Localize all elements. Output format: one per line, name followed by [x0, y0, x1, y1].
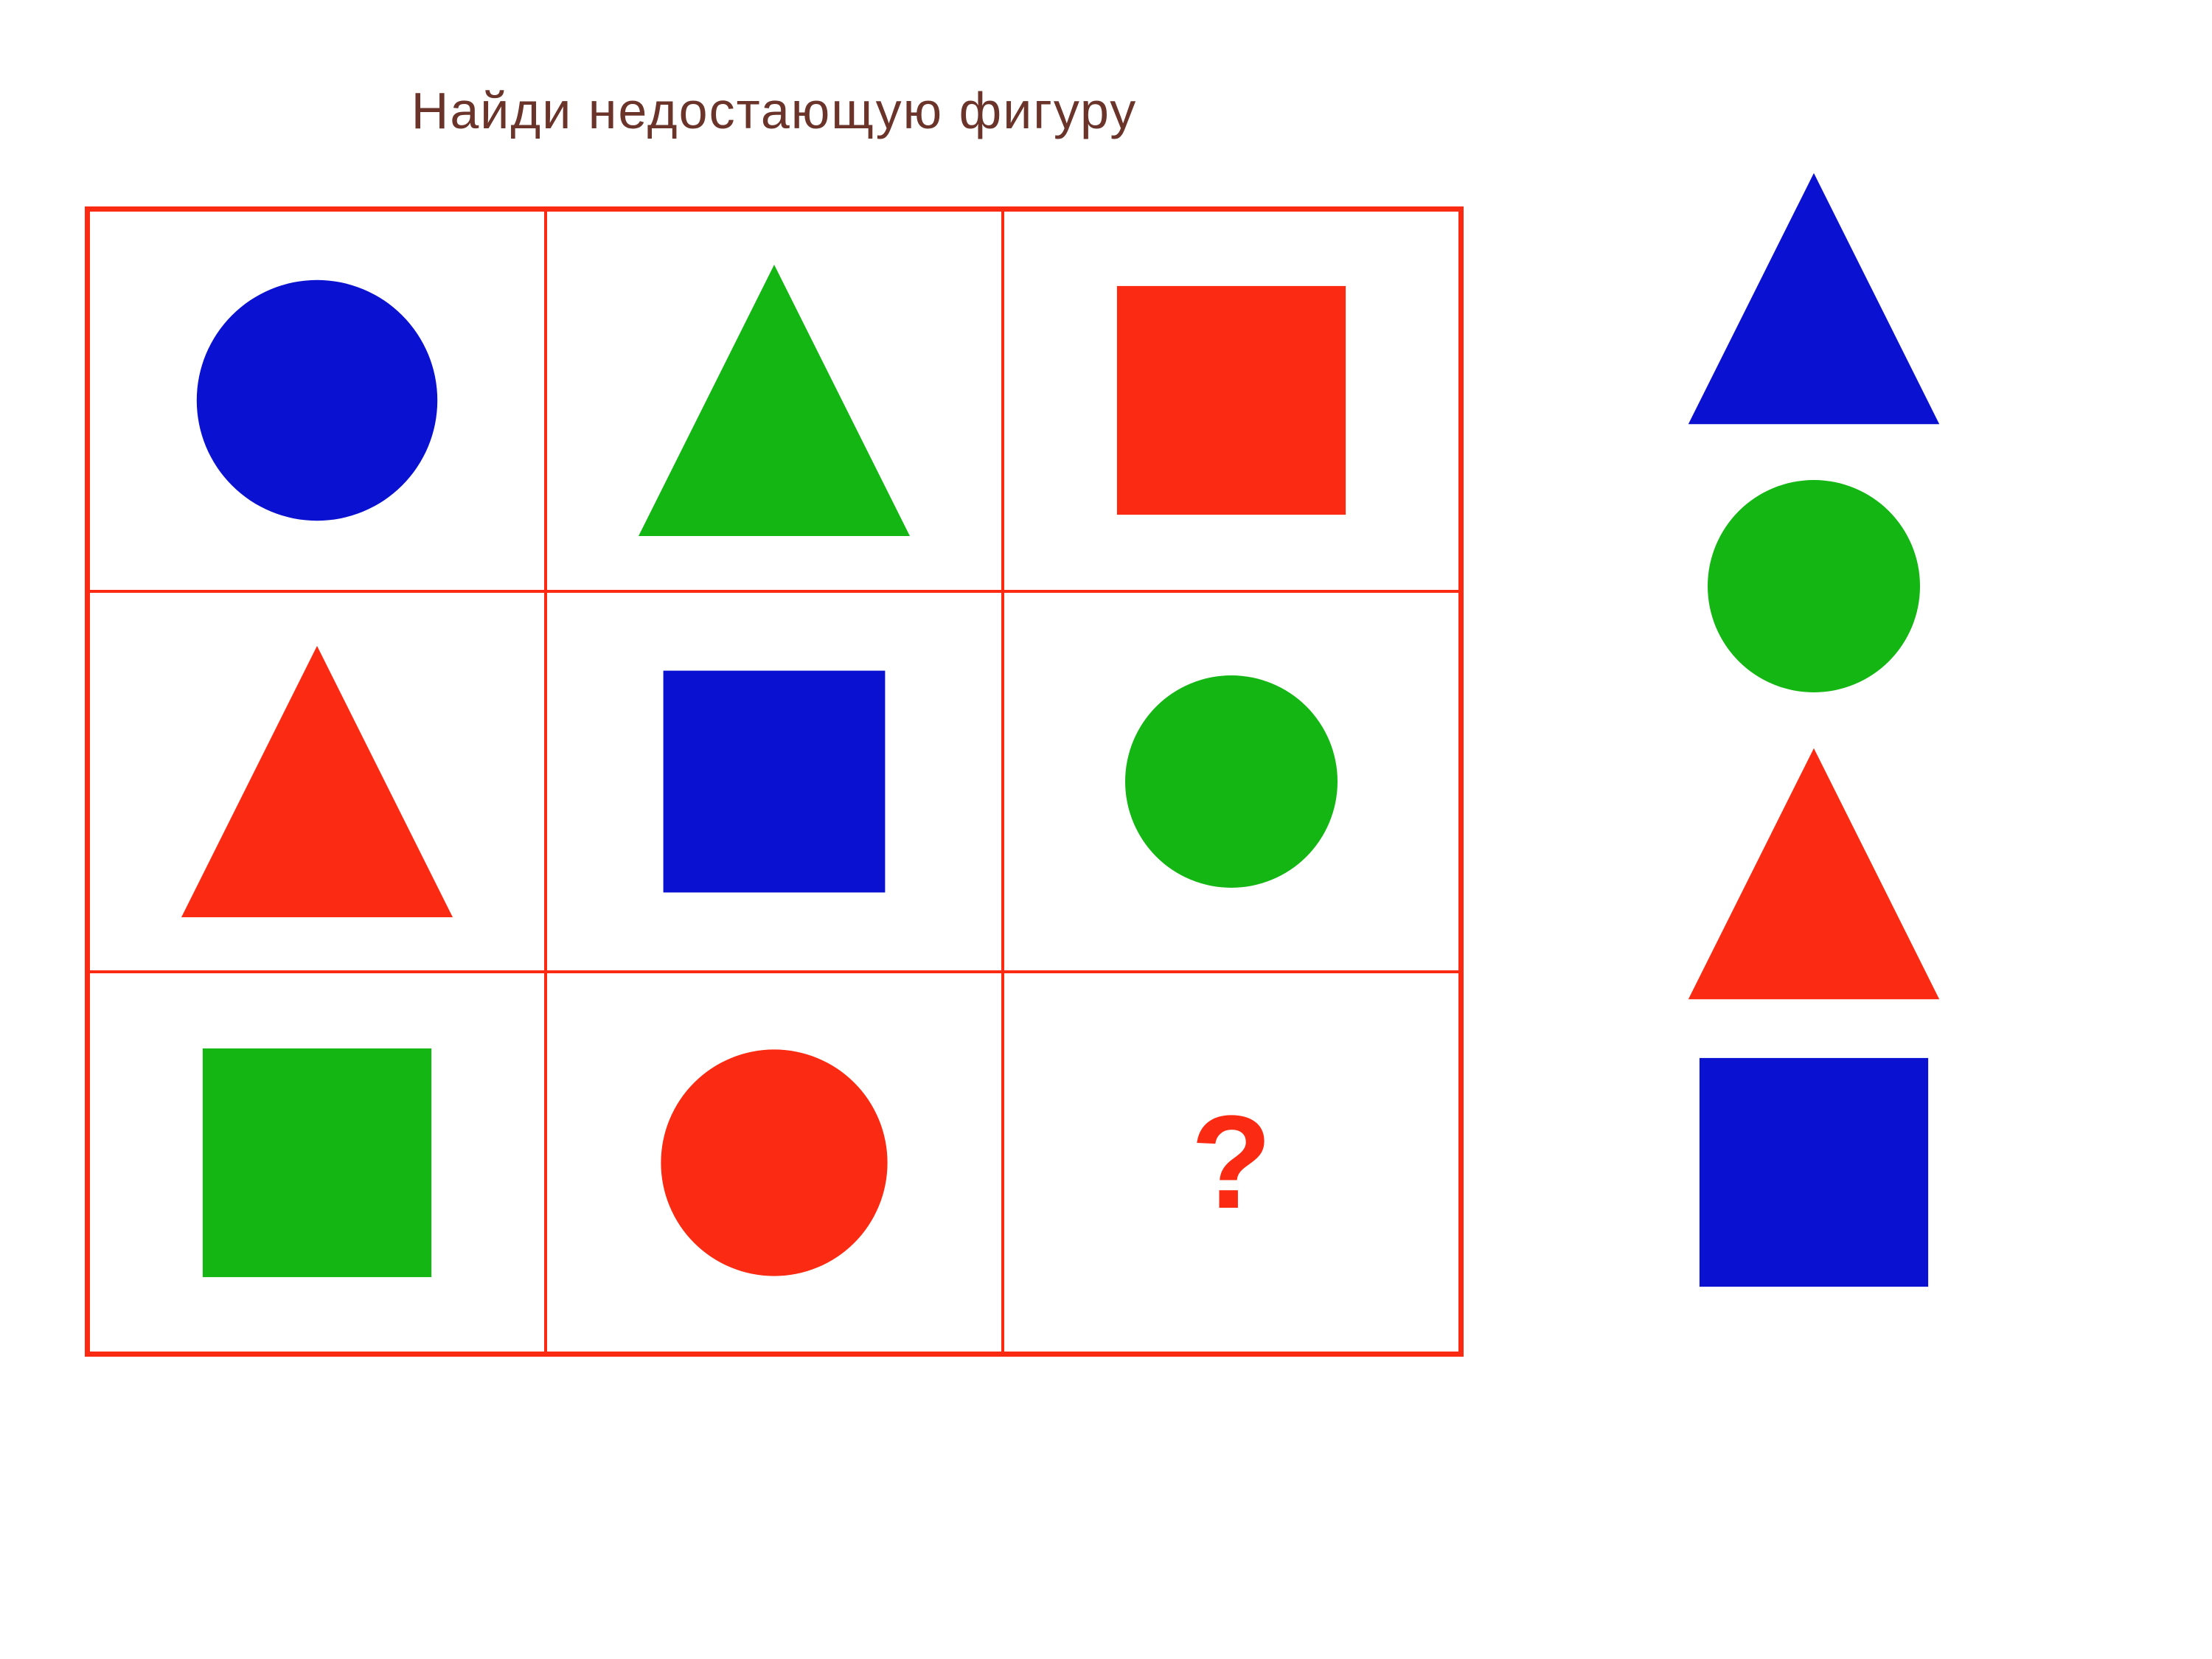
blue-square-icon: [656, 664, 892, 900]
grid-cell-3: [88, 591, 546, 973]
puzzle-grid: ?: [85, 206, 1464, 1357]
answer-options: [1659, 162, 1969, 1294]
grid-cell-6: [88, 972, 546, 1353]
green-circle-icon: [1121, 671, 1342, 892]
grid-cell-0: [88, 210, 546, 591]
question-mark: ?: [1191, 1086, 1272, 1239]
blue-circle-icon: [192, 275, 442, 526]
red-triangle-icon: [170, 634, 465, 929]
blue-triangle-icon: [1677, 162, 1950, 435]
grid-cell-8: ?: [1003, 972, 1460, 1353]
grid-cell-7: [546, 972, 1003, 1353]
blue-square-icon: [1692, 1051, 1935, 1294]
green-triangle-icon: [627, 253, 922, 548]
green-circle-icon: [1703, 476, 1924, 697]
puzzle-title: Найди недостающую фигуру: [0, 81, 1548, 140]
red-circle-icon: [656, 1045, 892, 1281]
grid-cell-1: [546, 210, 1003, 591]
grid-cell-5: [1003, 591, 1460, 973]
option-1-green-circle[interactable]: [1703, 476, 1924, 697]
grid-cell-4: [546, 591, 1003, 973]
option-2-red-triangle[interactable]: [1677, 737, 1950, 1010]
red-triangle-icon: [1677, 737, 1950, 1010]
grid-cell-2: [1003, 210, 1460, 591]
option-0-blue-triangle[interactable]: [1677, 162, 1950, 435]
red-square-icon: [1110, 279, 1353, 522]
green-square-icon: [195, 1041, 439, 1284]
option-3-blue-square[interactable]: [1692, 1051, 1935, 1294]
